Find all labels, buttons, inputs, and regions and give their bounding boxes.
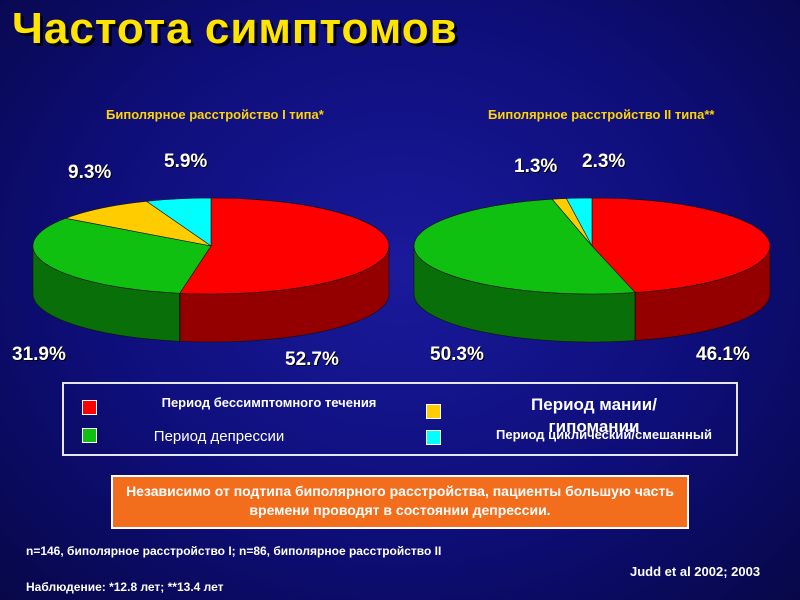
legend-swatch-mixed [426, 430, 441, 445]
pie-2-slice-depression [413, 198, 636, 295]
chart-2-label-asymptomatic: 46.1% [696, 344, 750, 365]
chart-2-label-depression: 50.3% [430, 344, 484, 365]
legend-swatch-mania [426, 404, 441, 419]
legend-swatch-depression [82, 428, 97, 443]
legend-swatch-asymptomatic [82, 400, 97, 415]
legend-label-depression: Период депрессии [153, 428, 285, 445]
pie-1-slice-asymptomatic [179, 197, 390, 295]
legend-label-mixed: Период циклический/смешанный [496, 427, 712, 442]
chart-2-title: Биполярное расстройство II типа** [488, 107, 715, 122]
chart-1-label-mixed: 5.9% [164, 151, 208, 172]
conclusion-banner: Независимо от подтипа биполярного расстр… [111, 475, 689, 529]
chart-1-label-depression: 31.9% [12, 344, 66, 365]
citation: Judd et al 2002; 2003 [630, 564, 761, 579]
legend-label-asymptomatic: Период бессимптомного течения [161, 395, 377, 410]
chart-2-label-mixed: 2.3% [582, 151, 626, 172]
pie-chart-2 [413, 197, 771, 343]
chart-1-title: Биполярное расстройство I типа* [106, 107, 324, 122]
pie-2-slice-asymptomatic [591, 197, 771, 293]
legend-label-mania: Период мании/гипомании [531, 395, 657, 436]
chart-1-label-mania: 9.3% [68, 162, 112, 183]
footnote-sample: n=146, биполярное расстройство I; n=86, … [26, 544, 442, 558]
chart-2-label-mania: 1.3% [514, 156, 558, 177]
chart-1-label-asymptomatic: 52.7% [285, 349, 339, 370]
page-title: Частота симптомов [12, 4, 458, 53]
pie-1-slice-mania [64, 200, 212, 247]
chart-legend: Период бессимптомного течения Период деп… [62, 382, 738, 456]
footnote-followup: Наблюдение: *12.8 лет; **13.4 лет [26, 580, 224, 594]
pie-chart-1 [32, 197, 390, 343]
pie-1-slice-depression [32, 218, 212, 294]
